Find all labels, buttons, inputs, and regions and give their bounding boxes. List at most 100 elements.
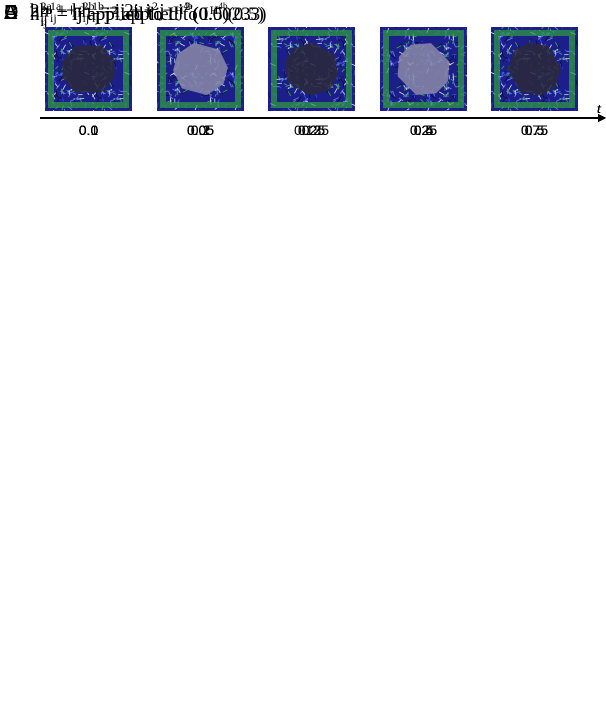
time-label: 0.75 (520, 122, 549, 138)
time-label: 0.05 (186, 122, 215, 138)
equation-text: = ij applied to I (51, 4, 174, 25)
sub-text: ij (82, 11, 90, 25)
equation-text: − j (85, 4, 111, 25)
time-label: 0.2 (301, 122, 322, 138)
time-label: 0.5 (413, 122, 434, 138)
script: 1b ij (92, 0, 104, 24)
superscript: 2b (83, 0, 95, 12)
sup-text: 2a (40, 2, 52, 17)
axis-label: t (597, 104, 602, 117)
sup-text: 2b (82, 0, 95, 13)
superscript: 2a (41, 4, 52, 16)
superscript: 2 (184, 0, 190, 12)
green-band (48, 30, 129, 108)
script: 2 (152, 0, 158, 12)
script: H4b (175, 0, 193, 16)
panel-letter: D (4, 2, 19, 24)
script: 2 (184, 0, 190, 12)
script: 1a ij (50, 0, 61, 24)
sup-text: H (174, 3, 184, 17)
panel-letter: B (4, 2, 18, 24)
time-label: 0.25 (297, 122, 326, 138)
script: 2b ij (41, 4, 53, 28)
sup2-text: 4b (218, 1, 228, 11)
octagon (397, 43, 450, 95)
time-label: 0.75 (520, 122, 549, 138)
equation: h 2a ij = ij applied to I H4a (0.00233) (30, 0, 266, 28)
axis-label: t (597, 104, 602, 117)
sup-text: 2b (40, 2, 53, 17)
panel-letter: A (4, 2, 18, 24)
script: 2 (112, 4, 118, 16)
sup-text: H (174, 3, 184, 17)
thumbnail (381, 27, 466, 111)
superscript: 2 (112, 4, 118, 16)
sup2-text: 4b (183, 1, 193, 11)
thumbnail (158, 27, 243, 111)
equation-text: = i (52, 4, 78, 25)
equation: 2h 1a ij + h 1b ij = 2i + j (30, 0, 165, 24)
time-label: 0.05 (186, 122, 215, 138)
time-label: 0.0 (78, 122, 99, 138)
sub-text: ij (40, 11, 48, 25)
equation-text: h (30, 4, 40, 25)
time-label: 0.0 (78, 122, 99, 138)
time-axis: t (40, 104, 606, 122)
script: 2b ij (83, 0, 95, 24)
equation-text: h (30, 4, 40, 25)
equation-text: = ij + i (94, 0, 151, 22)
equation-text: 2h (30, 0, 49, 22)
equation-text: + h (61, 0, 92, 22)
sup-text: H (209, 3, 219, 17)
equation-text: h (30, 0, 40, 22)
green-band (271, 30, 352, 108)
script: 2a ij (41, 4, 52, 28)
superscript: 2a (41, 4, 52, 16)
superscript: H4b (175, 0, 193, 16)
time-label: 0.25 (297, 122, 326, 138)
time-label: 0.25 (409, 122, 438, 138)
time-label: 0.1 (78, 122, 99, 138)
superscript: 2 (152, 0, 158, 12)
superscript: 2b (41, 4, 53, 16)
superscript: 1b (92, 0, 104, 12)
equation-text: (0.00233) (192, 4, 267, 25)
sup-text: 2 (151, 0, 158, 14)
script: 2a ij (41, 0, 52, 24)
sub-text: ij (40, 14, 48, 29)
script: H4a (175, 0, 192, 16)
green-band (494, 30, 575, 108)
axis-label: t (597, 104, 602, 117)
equation-text: applied to I (117, 4, 209, 25)
equation-text: h (30, 4, 40, 25)
sup-text: 2 (184, 0, 191, 14)
sub-text: ij (40, 14, 48, 29)
time-label: 0.1 (190, 122, 211, 138)
script: H4b (210, 0, 228, 16)
superscript: 2a (41, 0, 52, 12)
time-label: 0.125 (293, 122, 330, 138)
superscript: H4a (175, 0, 192, 16)
script: 2a ij (41, 4, 52, 28)
time-label: 0.3 (301, 122, 322, 138)
equation-text: = ij applied to I (51, 4, 174, 25)
superscript: 2 (79, 4, 85, 16)
thumbnail (45, 27, 132, 111)
superscript: H4b (210, 0, 228, 16)
axis-label: t (597, 104, 602, 117)
sub-text: ij (40, 14, 48, 29)
sup2-text: 4a (183, 1, 193, 11)
script: 2 (79, 4, 85, 16)
sup-text: 1a (50, 0, 62, 13)
equation: h 2a ij = ij applied to I H4b (0.5) (30, 0, 229, 28)
sup-text: 2a (40, 0, 52, 13)
sub-text: ij (92, 11, 99, 25)
equation-text: − j (157, 0, 184, 22)
sup-text: 2a (40, 2, 52, 17)
green-band (160, 30, 241, 108)
octagon (62, 45, 115, 93)
axis-label: t (597, 104, 602, 117)
